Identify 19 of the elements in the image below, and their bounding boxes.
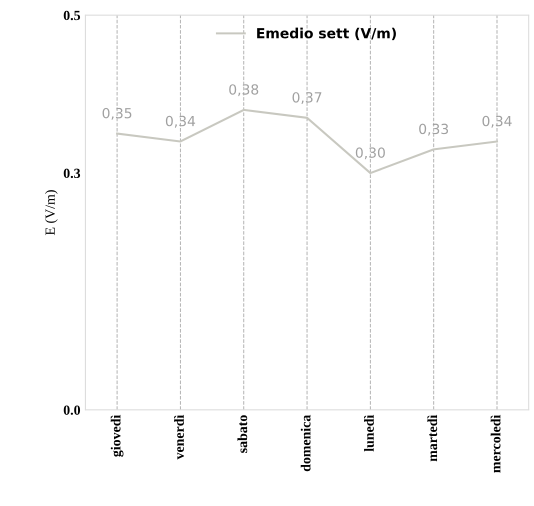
x-tick-label: giovedì [110, 414, 124, 457]
x-tick-label: venerdì [174, 414, 184, 460]
x-tick-label: martedì [427, 414, 438, 462]
data-label: 0,37 [292, 92, 322, 104]
x-tick-label: lunedì [364, 414, 374, 452]
y-tick-label: 0.5 [64, 10, 80, 20]
data-label: 0,30 [356, 147, 385, 160]
y-tick-label: 0.3 [64, 168, 80, 178]
data-label: 0,38 [229, 84, 258, 96]
y-axis-title: E (V/m) [45, 190, 58, 236]
x-tick-label: mercoledì [490, 414, 500, 473]
x-tick-label: domenica [300, 414, 311, 472]
legend-label: Emedio sett (V/m) [257, 28, 396, 40]
data-label: 0,34 [166, 116, 196, 128]
data-label: 0,34 [482, 116, 512, 128]
data-label: 0,33 [419, 124, 448, 136]
y-tick-label: 0.0 [64, 405, 80, 415]
data-label: 0,35 [102, 108, 132, 120]
x-tick-label: sabato [237, 415, 248, 453]
